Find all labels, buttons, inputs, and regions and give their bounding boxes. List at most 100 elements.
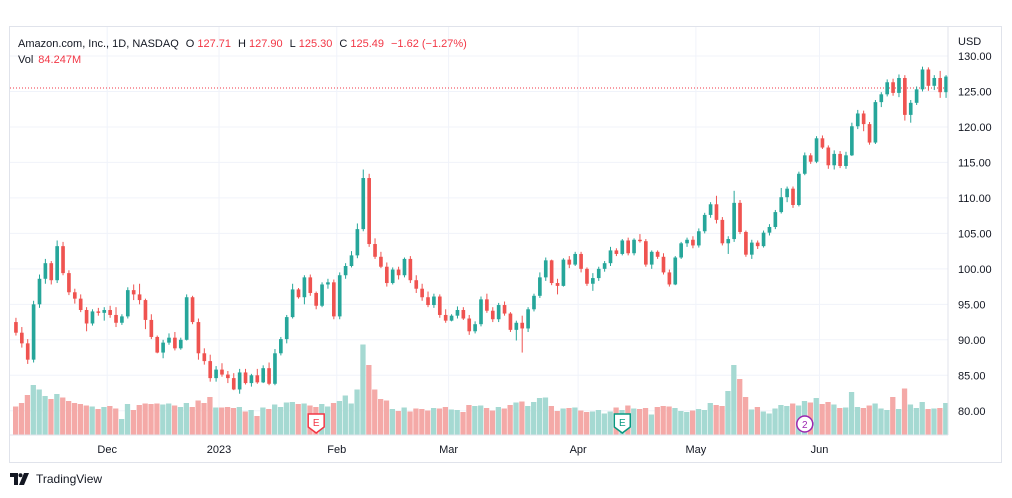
candle-body — [614, 250, 619, 254]
volume-bar — [507, 405, 513, 435]
volume-bar — [742, 397, 749, 435]
candle — [373, 238, 377, 259]
volume-bar — [124, 404, 131, 435]
volume-label[interactable]: Vol — [18, 54, 34, 66]
candle-body — [284, 317, 289, 340]
volume-bar — [354, 389, 360, 435]
x-tick-label: Apr — [570, 444, 587, 456]
candle — [231, 373, 236, 391]
volume-bar — [731, 365, 737, 435]
candle-body — [420, 288, 424, 298]
volume-bar — [383, 400, 390, 435]
candle — [414, 275, 419, 293]
candle-body — [732, 202, 736, 240]
candle — [402, 257, 407, 278]
y-tick-label: 110.00 — [958, 193, 991, 205]
tradingview-logo[interactable]: TradingView — [10, 472, 102, 486]
candle — [532, 293, 536, 312]
earnings-marker[interactable]: E — [307, 413, 325, 434]
candle — [749, 239, 754, 259]
candle — [273, 349, 277, 386]
candle — [897, 74, 901, 98]
candle-body — [596, 268, 601, 279]
candle — [390, 267, 395, 285]
candle — [490, 307, 495, 323]
candle-body — [208, 361, 213, 379]
candle — [679, 241, 683, 259]
candle — [78, 294, 83, 313]
volume-bar — [554, 411, 560, 435]
volume-bar — [42, 396, 48, 435]
candle-body — [496, 305, 501, 320]
candle — [114, 307, 118, 328]
candle-body — [37, 278, 42, 305]
candle — [838, 151, 842, 169]
earnings-marker-label: E — [619, 418, 626, 429]
candle-body — [237, 372, 242, 390]
volume-bar — [107, 406, 113, 435]
candle-body — [178, 339, 183, 349]
candle-body — [726, 239, 731, 244]
candle — [691, 236, 695, 249]
volume-bar — [531, 402, 537, 435]
close-label: C — [339, 38, 348, 50]
earnings-marker[interactable]: E — [613, 413, 632, 434]
candle — [744, 230, 748, 257]
candle — [720, 217, 725, 246]
symbol-label[interactable]: Amazon.com, Inc., 1D, NASDAQ — [18, 38, 179, 50]
candle-body — [14, 322, 18, 333]
candle — [14, 317, 18, 336]
candle — [938, 70, 942, 98]
candle — [37, 274, 42, 308]
candle — [72, 288, 77, 304]
candle-body — [90, 311, 95, 324]
volume-bar — [448, 409, 454, 435]
candle — [190, 295, 195, 325]
candle-body — [903, 77, 907, 115]
volume-bar — [254, 416, 260, 435]
candle — [832, 150, 837, 170]
volume-bar — [283, 402, 290, 435]
candle — [220, 363, 224, 377]
volume-bar — [701, 410, 708, 435]
candle-body — [555, 283, 560, 286]
candle-body — [920, 69, 925, 90]
candle — [267, 362, 271, 386]
candle-body — [114, 314, 118, 323]
candle-body — [738, 202, 742, 232]
volume-bar — [884, 410, 890, 435]
split-marker[interactable]: 2 — [796, 415, 814, 433]
candle-body — [802, 155, 807, 174]
volume-bar — [60, 397, 66, 435]
candle — [149, 314, 154, 340]
candle — [437, 294, 442, 318]
volume-bar — [160, 404, 166, 435]
candle — [102, 307, 107, 321]
candle-body — [308, 277, 313, 293]
chart-frame — [9, 26, 1002, 463]
candle — [196, 318, 201, 360]
volume-bar — [943, 403, 949, 435]
volume-bar — [760, 411, 766, 435]
y-tick-label: 115.00 — [958, 157, 991, 169]
candle — [850, 122, 854, 157]
candle — [573, 251, 578, 267]
candle — [508, 312, 513, 332]
candle-body — [143, 300, 148, 320]
candle — [20, 327, 24, 348]
candle — [314, 291, 318, 310]
volume-bar — [148, 404, 154, 435]
candle-body — [408, 258, 413, 281]
volume-bar — [754, 407, 761, 435]
candle-body — [608, 250, 613, 264]
candle — [585, 267, 589, 286]
candle — [361, 169, 366, 232]
candle — [797, 171, 801, 207]
candle — [485, 293, 489, 313]
candle — [90, 309, 95, 326]
candle — [820, 135, 825, 149]
volume-bar — [77, 404, 84, 435]
volume-row: Vol 84.247M — [18, 52, 467, 68]
candle — [555, 278, 560, 295]
